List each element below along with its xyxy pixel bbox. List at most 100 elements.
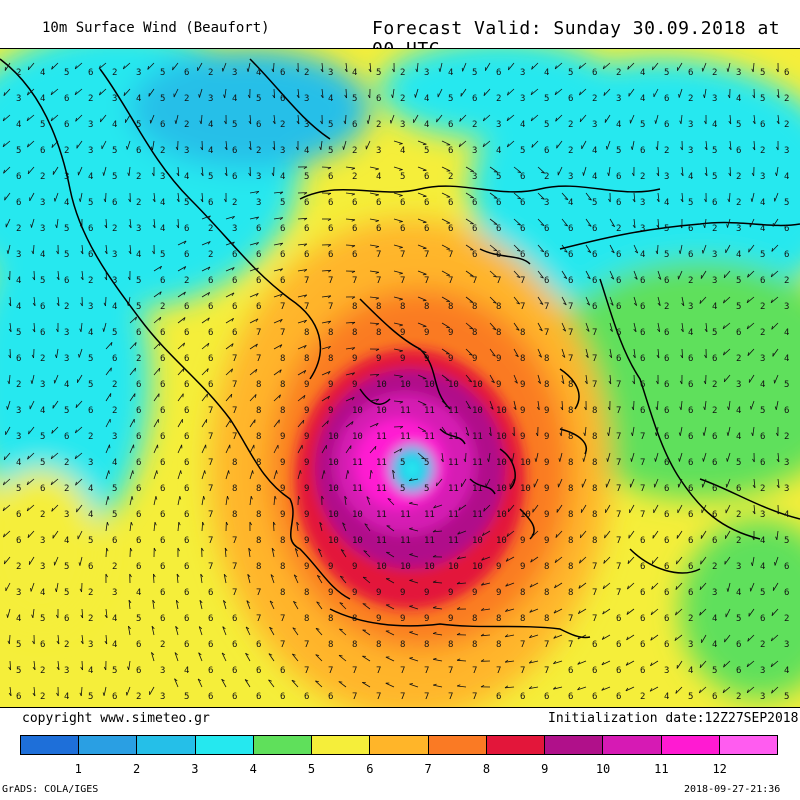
- beaufort-number: 10: [472, 536, 483, 546]
- beaufort-number: 4: [40, 588, 45, 598]
- wind-barb-head: [270, 574, 274, 578]
- wind-barb: [50, 478, 59, 486]
- beaufort-number: 5: [736, 614, 741, 624]
- wind-barb: [292, 627, 299, 636]
- wind-barb: [4, 62, 11, 71]
- wind-barb: [7, 608, 11, 618]
- beaufort-number: 8: [592, 458, 597, 468]
- beaufort-number: 4: [688, 328, 693, 338]
- beaufort-number: 8: [256, 510, 261, 520]
- beaufort-number: 6: [664, 562, 669, 572]
- wind-barb: [249, 470, 253, 480]
- wind-barb-head: [30, 380, 33, 384]
- wind-barb-head: [6, 614, 8, 618]
- wind-barb: [506, 530, 515, 537]
- wind-barb-head: [279, 293, 283, 297]
- beaufort-number: 5: [424, 484, 429, 494]
- wind-barb-head: [327, 320, 332, 324]
- wind-barb-head: [723, 351, 725, 356]
- beaufort-number: 4: [160, 198, 165, 208]
- wind-barb-head: [32, 328, 36, 333]
- beaufort-number: 6: [616, 302, 621, 312]
- beaufort-number: 3: [520, 94, 525, 104]
- beaufort-number: 2: [352, 146, 357, 156]
- beaufort-number: 2: [760, 302, 765, 312]
- beaufort-number: 6: [640, 406, 645, 416]
- wind-barb-head: [272, 120, 276, 125]
- coastlines: [0, 58, 800, 639]
- beaufort-number: 3: [280, 146, 285, 156]
- wind-barb-head: [271, 547, 275, 552]
- wind-barb-head: [656, 354, 660, 359]
- beaufort-number: 6: [568, 94, 573, 104]
- beaufort-number: 7: [232, 354, 237, 364]
- wind-barb-head: [370, 469, 373, 474]
- beaufort-number: 3: [160, 666, 165, 676]
- beaufort-number: 6: [592, 276, 597, 286]
- wind-barb: [701, 504, 707, 514]
- beaufort-number: 6: [424, 198, 429, 208]
- wind-barb: [393, 296, 403, 300]
- wind-barb-head: [440, 458, 444, 463]
- wind-barb-head: [130, 521, 133, 526]
- wind-barb-head: [32, 276, 35, 281]
- beaufort-number: 7: [280, 640, 285, 650]
- wind-barb: [56, 218, 59, 228]
- beaufort-number: 2: [712, 68, 717, 78]
- beaufort-number: 3: [712, 588, 717, 598]
- wind-barb-head: [3, 92, 6, 96]
- beaufort-number: 5: [136, 614, 141, 624]
- wind-barb-head: [579, 559, 581, 564]
- beaufort-number: 8: [256, 432, 261, 442]
- beaufort-number: 4: [688, 666, 693, 676]
- wind-barb-head: [351, 421, 354, 425]
- beaufort-number: 7: [400, 692, 405, 702]
- wind-barb: [750, 400, 755, 410]
- wind-barb-head: [582, 172, 584, 176]
- beaufort-number: 8: [592, 510, 597, 520]
- wind-barb: [577, 686, 587, 691]
- wind-barb-head: [746, 663, 749, 667]
- beaufort-number: 4: [592, 146, 597, 156]
- wind-barb-head: [504, 685, 509, 689]
- wind-barb: [632, 426, 635, 436]
- beaufort-number: 8: [256, 562, 261, 572]
- beaufort-number: 9: [496, 562, 501, 572]
- beaufort-number: 5: [760, 68, 765, 78]
- wind-barb-head: [153, 547, 157, 552]
- wind-barb: [80, 322, 83, 332]
- wind-barb: [650, 660, 659, 667]
- wind-barb: [9, 348, 11, 359]
- wind-barb: [705, 140, 708, 150]
- wind-barb-head: [151, 652, 155, 656]
- beaufort-number: 7: [280, 302, 285, 312]
- wind-barb-head: [3, 169, 5, 174]
- wind-barb-head: [577, 635, 581, 640]
- wind-barb: [752, 556, 755, 566]
- wind-barb-head: [679, 380, 683, 385]
- wind-barb: [177, 192, 180, 202]
- wind-barb-head: [480, 684, 485, 688]
- wind-barb: [582, 478, 587, 488]
- wind-barb-head: [175, 626, 179, 630]
- beaufort-number: 7: [208, 536, 213, 546]
- beaufort-number: 6: [664, 354, 669, 364]
- beaufort-number: 2: [640, 692, 645, 702]
- beaufort-number: 6: [136, 562, 141, 572]
- beaufort-number: 8: [352, 614, 357, 624]
- beaufort-number: 11: [448, 510, 459, 520]
- beaufort-number: 8: [256, 380, 261, 390]
- beaufort-number: 5: [760, 406, 765, 416]
- wind-barb-head: [704, 328, 708, 333]
- wind-barb-head: [207, 343, 210, 347]
- beaufort-number: 5: [136, 302, 141, 312]
- wind-barb-head: [747, 637, 750, 642]
- beaufort-number: 3: [112, 250, 117, 260]
- wind-barb-head: [183, 342, 185, 347]
- wind-barb: [656, 426, 659, 436]
- wind-barb-head: [298, 495, 301, 500]
- wind-barb-head: [231, 241, 235, 245]
- wind-barb-head: [493, 197, 498, 199]
- wind-barb-head: [408, 478, 413, 482]
- wind-barb-head: [79, 588, 82, 593]
